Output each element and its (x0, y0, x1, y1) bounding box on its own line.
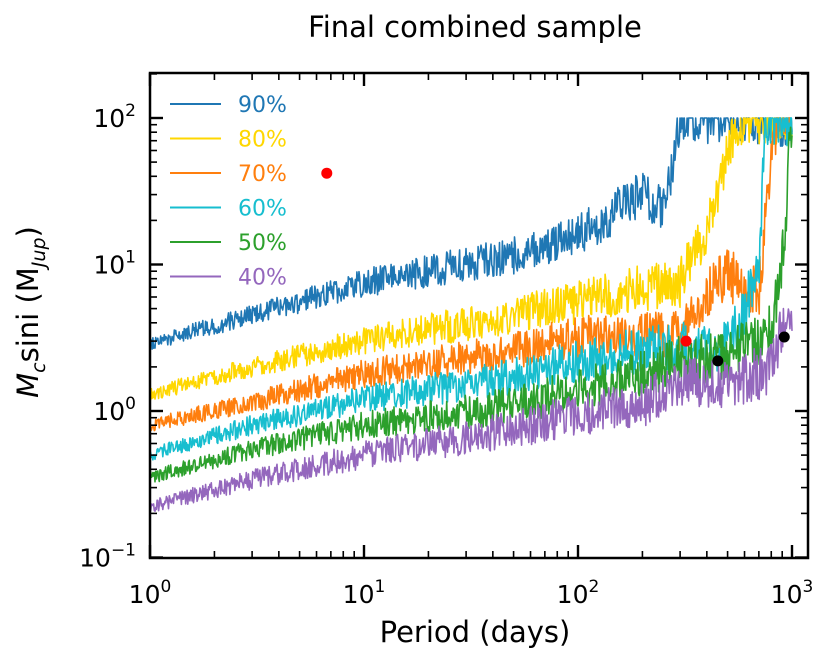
series-line (149, 307, 793, 513)
legend-label: 80% (238, 128, 287, 153)
y-tick-label: 100 (93, 394, 136, 426)
y-label-main: M (11, 373, 45, 398)
x-tick-label: 100 (129, 577, 172, 609)
points-layer (321, 167, 790, 367)
y-label-end: ) (11, 226, 45, 237)
y-tick-label: 102 (93, 101, 136, 133)
y-axis-label: Mcsini (MJup) (11, 226, 50, 398)
y-label-mid: sini (M (11, 267, 45, 362)
tick-labels: 100 101 102 103 10−1 100 101 102 (79, 101, 813, 609)
chart-title: Final combined sample (308, 10, 642, 44)
series-layer (149, 117, 793, 513)
y-label-sub2: Jup (28, 237, 50, 271)
x-axis-label: Period (days) (380, 615, 571, 649)
series-line (149, 117, 793, 350)
legend-label: 90% (238, 93, 287, 118)
x-tick-label: 103 (771, 577, 814, 609)
series-line (149, 117, 793, 461)
data-point (778, 331, 790, 343)
data-point (712, 355, 724, 367)
data-point (680, 335, 692, 347)
y-label-sub1: c (28, 362, 50, 373)
legend-label: 70% (238, 162, 287, 187)
y-tick-label: 101 (93, 248, 136, 280)
legend-label: 60% (238, 197, 287, 222)
series-line (149, 117, 793, 401)
legend: 90% 80% 70% 60% 50% 40% (170, 93, 287, 291)
y-tick-label: 10−1 (79, 541, 136, 573)
legend-label: 40% (238, 266, 287, 291)
x-tick-label: 101 (343, 577, 386, 609)
legend-label: 50% (238, 231, 287, 256)
data-point (321, 167, 333, 179)
ticks-layer (148, 73, 808, 559)
plot-frame (148, 71, 810, 560)
x-tick-label: 102 (557, 577, 600, 609)
